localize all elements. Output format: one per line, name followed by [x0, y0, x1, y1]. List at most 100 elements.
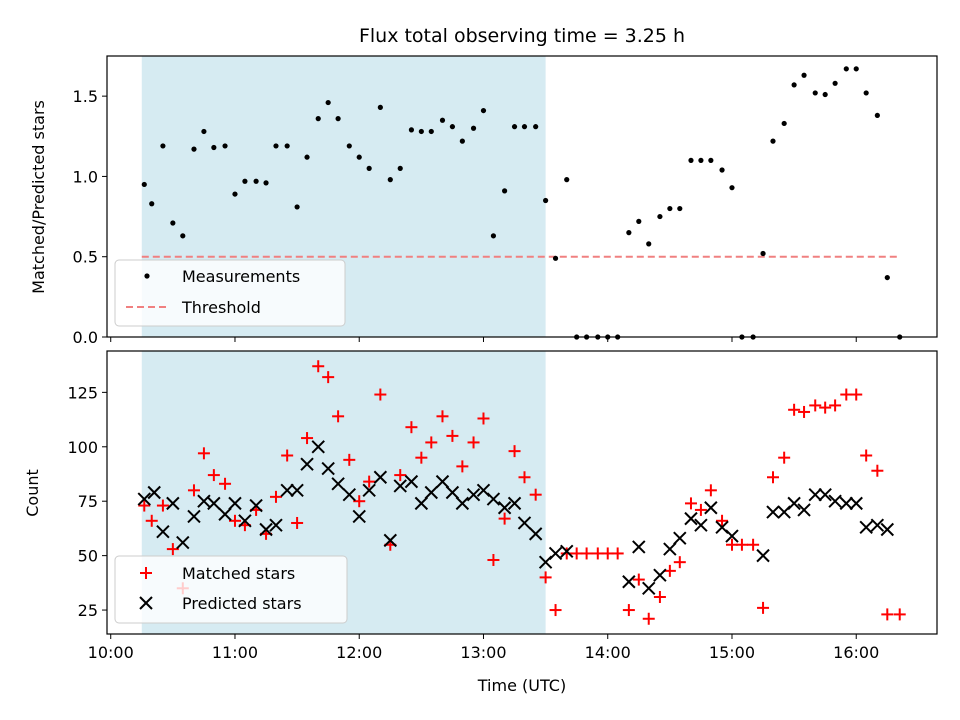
predicted-point [632, 540, 646, 554]
measurement-point [791, 82, 797, 88]
matched-point [788, 403, 801, 416]
y-tick-label: 50 [78, 547, 98, 566]
predicted-point [880, 522, 895, 537]
measurement-point [552, 255, 559, 261]
y-tick-label: 75 [78, 492, 98, 511]
matched-point [498, 512, 511, 525]
matched-point [798, 405, 811, 418]
matched-point [291, 516, 304, 529]
matched-point [394, 469, 407, 482]
measurement-point [853, 66, 859, 72]
matched-point [343, 453, 356, 466]
matched-point [549, 604, 562, 617]
measurement-point [439, 117, 446, 123]
predicted-point [166, 496, 180, 511]
predicted-point [663, 542, 677, 556]
predicted-point [424, 485, 439, 500]
predicted-point [414, 496, 429, 511]
predicted-point [238, 514, 252, 528]
legend-label-matched: Matched stars [182, 564, 295, 583]
legend-label-measurements: Measurements [182, 267, 300, 286]
top-y-axis-label: Matched/Predicted stars [29, 100, 48, 294]
matched-point [332, 410, 345, 423]
matched-point [747, 538, 760, 551]
matched-point [622, 604, 635, 617]
measurement-point [253, 178, 259, 184]
measurement-point [273, 143, 279, 149]
matched-point [539, 571, 552, 584]
measurement-point [646, 241, 652, 247]
matched-point [611, 547, 624, 560]
matched-point [138, 499, 151, 512]
matched-point [187, 484, 200, 497]
matched-point [529, 488, 542, 501]
top-panel: 0.0 0.5 1.0 1.5 Matched/Predicted stars Mea… [29, 55, 938, 347]
predicted-point [694, 518, 708, 532]
matched-point [684, 497, 697, 510]
predicted-point [300, 457, 314, 471]
chart-title: Flux total observing time = 3.25 h [359, 25, 685, 47]
predicted-point [486, 492, 501, 506]
predicted-point [766, 505, 780, 519]
matched-point [156, 499, 169, 512]
bottom-plot-frame [106, 350, 938, 635]
matched-point [642, 612, 655, 625]
predicted-point [684, 511, 698, 526]
measurement-point [843, 66, 849, 72]
matched-point [829, 399, 842, 412]
measurement-point [222, 143, 228, 149]
measurement-point [294, 204, 300, 210]
predicted-point [725, 529, 739, 543]
predicted-point [560, 544, 574, 558]
matched-point [197, 447, 210, 460]
measurement-point [180, 233, 186, 239]
measurement-point [170, 220, 176, 226]
measurement-point [480, 107, 487, 114]
predicted-point [352, 509, 366, 524]
measurement-point [533, 124, 539, 130]
measurement-point [863, 90, 869, 96]
legend-swatch-predicted [139, 596, 153, 610]
measurement-point [770, 138, 776, 144]
measurement-point [263, 180, 269, 186]
matched-point [893, 608, 906, 621]
predicted-point [228, 496, 242, 511]
measurement-point [470, 125, 477, 131]
predicted-point [393, 479, 407, 493]
predicted-point [653, 568, 667, 582]
measurement-point [191, 146, 197, 152]
x-tick-label: 15:00 [709, 643, 755, 662]
measurement-point [377, 104, 383, 110]
measurement-point [387, 177, 393, 183]
measurement-point [781, 120, 787, 127]
measurement-point [884, 274, 890, 281]
matched-point [809, 399, 822, 412]
measurement-point [511, 124, 518, 130]
measurement-point [719, 167, 725, 173]
measurement-point [708, 157, 714, 163]
predicted-point [622, 575, 636, 589]
matched-point [301, 432, 314, 445]
matched-point [663, 564, 676, 577]
matched-point [518, 471, 531, 484]
matched-point [881, 608, 894, 621]
x-tick-label: 11:00 [212, 643, 258, 662]
bottom-legend: Matched stars Predicted stars [114, 555, 348, 624]
measurement-point [242, 178, 248, 184]
measurement-point [356, 154, 362, 160]
predicted-point [507, 496, 522, 511]
predicted-point [828, 494, 842, 508]
predicted-point [818, 487, 832, 502]
predicted-point [455, 496, 470, 511]
measurement-point [160, 143, 166, 149]
matched-point [405, 421, 418, 434]
matched-point [207, 469, 220, 482]
measurement-point [543, 197, 549, 204]
matched-point [694, 503, 707, 516]
measurement-point [688, 157, 694, 163]
predicted-point [870, 518, 885, 532]
measurement-point [304, 154, 310, 160]
x-tick-label: 10:00 [88, 643, 134, 662]
top-legend-box [114, 259, 346, 327]
top-legend: Measurements Threshold [114, 259, 346, 327]
